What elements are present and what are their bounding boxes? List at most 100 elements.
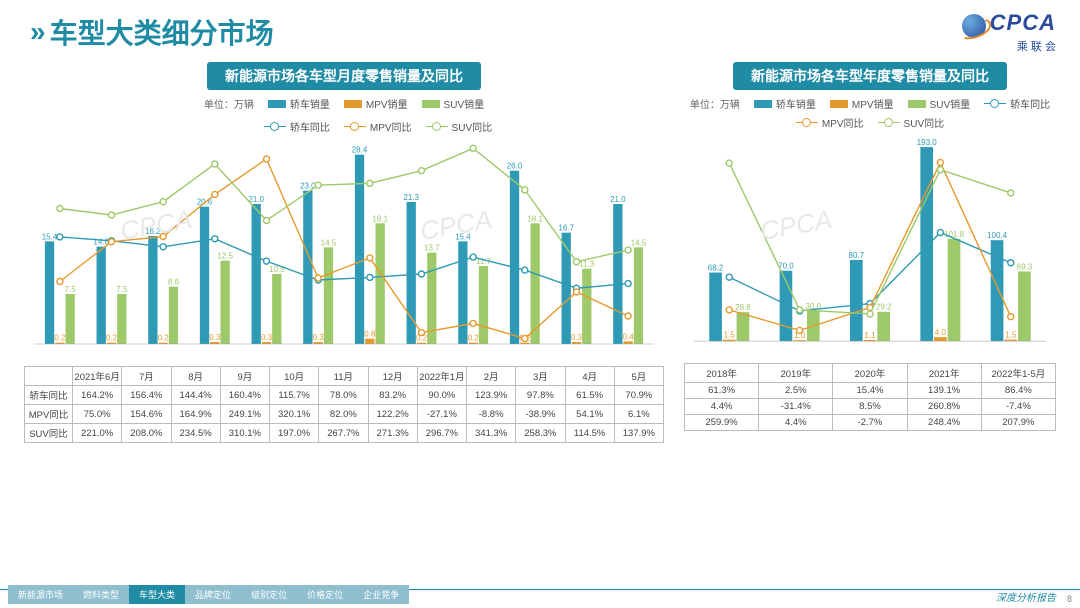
svg-text:1.1: 1.1 (864, 331, 876, 340)
svg-text:0.3: 0.3 (209, 333, 221, 342)
col-header: 2020年 (833, 364, 907, 383)
svg-text:0.2: 0.2 (468, 334, 480, 343)
cell: -8.8% (467, 405, 516, 424)
footer-tab[interactable]: 新能源市场 (8, 585, 73, 604)
svg-text:101.8: 101.8 (944, 230, 965, 239)
col-header: 12月 (368, 367, 417, 386)
svg-text:14.5: 14.5 (631, 238, 647, 247)
yearly-panel: 新能源市场各车型年度零售销量及同比 单位：万辆轿车销量MPV销量SUV销量轿车同… (684, 62, 1056, 443)
svg-text:0.2: 0.2 (54, 334, 66, 343)
cell: 160.4% (220, 386, 269, 405)
cell: 154.6% (122, 405, 171, 424)
cell: 123.9% (467, 386, 516, 405)
col-header: 10月 (270, 367, 319, 386)
cell: 61.3% (685, 383, 759, 399)
cell: 296.7% (417, 424, 466, 443)
svg-text:7.5: 7.5 (65, 285, 77, 294)
svg-text:193.0: 193.0 (917, 138, 938, 147)
cell: 320.1% (270, 405, 319, 424)
cell: 139.1% (907, 383, 981, 399)
cell: -2.7% (833, 415, 907, 431)
legend-bar: 轿车销量 (268, 96, 330, 111)
legend-line: 轿车同比 (264, 119, 330, 134)
cell: 164.9% (171, 405, 220, 424)
cell: 86.4% (981, 383, 1055, 399)
legend-bar: MPV销量 (344, 96, 408, 111)
svg-text:7.5: 7.5 (116, 285, 128, 294)
cell: 267.7% (319, 424, 368, 443)
legend-bar: MPV销量 (830, 96, 894, 111)
svg-text:68.2: 68.2 (708, 264, 724, 273)
cell: 97.8% (516, 386, 565, 405)
legend-line: SUV同比 (426, 119, 493, 134)
svg-text:15.4: 15.4 (455, 232, 471, 241)
legend-bar: 轿车销量 (754, 96, 816, 111)
svg-text:80.7: 80.7 (849, 251, 865, 260)
footer-tab[interactable]: 企业竞争 (353, 585, 409, 604)
cell: 137.9% (614, 424, 663, 443)
cell: 6.1% (614, 405, 663, 424)
footer-tab[interactable]: 价格定位 (297, 585, 353, 604)
svg-text:13.7: 13.7 (424, 244, 440, 253)
cell: 75.0% (73, 405, 122, 424)
footer-tab[interactable]: 品牌定位 (185, 585, 241, 604)
col-header: 11月 (319, 367, 368, 386)
monthly-title: 新能源市场各车型月度零售销量及同比 (207, 62, 481, 90)
legend-line: MPV同比 (344, 119, 412, 134)
cell: 248.4% (907, 415, 981, 431)
monthly-table: 2021年6月7月8月9月10月11月12月2022年1月2月3月4月5月轿车同… (24, 366, 664, 443)
monthly-chart: 15.40.27.514.60.27.516.20.28.620.60.312.… (24, 136, 664, 366)
cell: 82.0% (319, 405, 368, 424)
slide-header: » 车型大类细分市场 (0, 0, 1080, 52)
svg-text:0.3: 0.3 (571, 333, 583, 342)
svg-text:21.3: 21.3 (403, 193, 419, 202)
cell: 4.4% (759, 415, 833, 431)
svg-text:29.2: 29.2 (876, 303, 892, 312)
col-header: 9月 (220, 367, 269, 386)
cell: 54.1% (565, 405, 614, 424)
col-header: 2021年6月 (73, 367, 122, 386)
cell: 164.2% (73, 386, 122, 405)
logo: CPCA 乘 联 会 (962, 10, 1056, 54)
footer: 新能源市场燃料类型车型大类品牌定位级别定位价格定位企业竞争 深度分析报告 8 (0, 582, 1080, 608)
svg-text:28.8: 28.8 (735, 303, 751, 312)
col-header: 2019年 (759, 364, 833, 383)
svg-text:69.3: 69.3 (1017, 262, 1033, 271)
svg-text:100.4: 100.4 (987, 231, 1008, 240)
svg-text:12.5: 12.5 (217, 252, 233, 261)
svg-text:0.3: 0.3 (261, 333, 273, 342)
col-header: 2021年 (907, 364, 981, 383)
svg-text:8.6: 8.6 (168, 278, 180, 287)
yearly-title: 新能源市场各车型年度零售销量及同比 (733, 62, 1007, 90)
footer-tab[interactable]: 燃料类型 (73, 585, 129, 604)
svg-text:14.5: 14.5 (321, 238, 337, 247)
chevron-icon: » (30, 16, 38, 48)
cell: 156.4% (122, 386, 171, 405)
yearly-chart: 68.21.528.870.01.030.080.71.129.2193.04.… (684, 132, 1056, 363)
cell: 83.2% (368, 386, 417, 405)
footer-tab[interactable]: 级别定位 (241, 585, 297, 604)
svg-text:0.2: 0.2 (106, 334, 118, 343)
cell: 258.3% (516, 424, 565, 443)
cell: 221.0% (73, 424, 122, 443)
cell: 144.4% (171, 386, 220, 405)
svg-text:15.4: 15.4 (42, 232, 58, 241)
svg-text:1.5: 1.5 (1005, 331, 1017, 340)
cell: -7.4% (981, 399, 1055, 415)
cell: 15.4% (833, 383, 907, 399)
col-header: 3月 (516, 367, 565, 386)
col-header: 2月 (467, 367, 516, 386)
legend-line: SUV同比 (878, 115, 945, 130)
cell: 4.4% (685, 399, 759, 415)
page-number: 8 (1067, 594, 1072, 604)
svg-text:21.0: 21.0 (610, 195, 626, 204)
cell: 8.5% (833, 399, 907, 415)
cell: -27.1% (417, 405, 466, 424)
cell: 271.3% (368, 424, 417, 443)
svg-text:23.0: 23.0 (300, 182, 316, 191)
footer-tabs: 新能源市场燃料类型车型大类品牌定位级别定位价格定位企业竞争 (8, 585, 409, 604)
col-header: 7月 (122, 367, 171, 386)
footer-tab[interactable]: 车型大类 (129, 585, 185, 604)
col-header: 8月 (171, 367, 220, 386)
svg-text:1.5: 1.5 (724, 331, 736, 340)
